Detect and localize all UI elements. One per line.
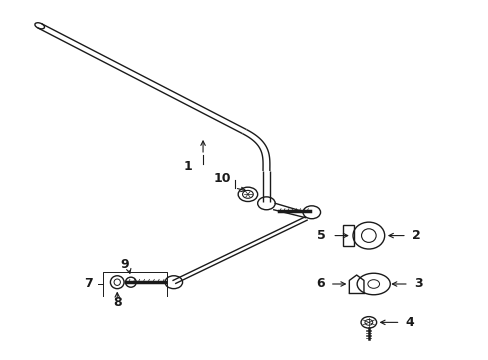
Text: 7: 7 xyxy=(84,278,93,291)
Text: 8: 8 xyxy=(113,296,122,309)
Text: 5: 5 xyxy=(317,229,325,242)
Text: 4: 4 xyxy=(405,316,413,329)
Text: 9: 9 xyxy=(121,258,129,271)
Bar xyxy=(343,225,353,246)
Text: 10: 10 xyxy=(213,172,231,185)
Text: 3: 3 xyxy=(413,278,422,291)
Text: 1: 1 xyxy=(183,160,192,173)
Text: 6: 6 xyxy=(316,278,325,291)
Text: 2: 2 xyxy=(411,229,420,242)
